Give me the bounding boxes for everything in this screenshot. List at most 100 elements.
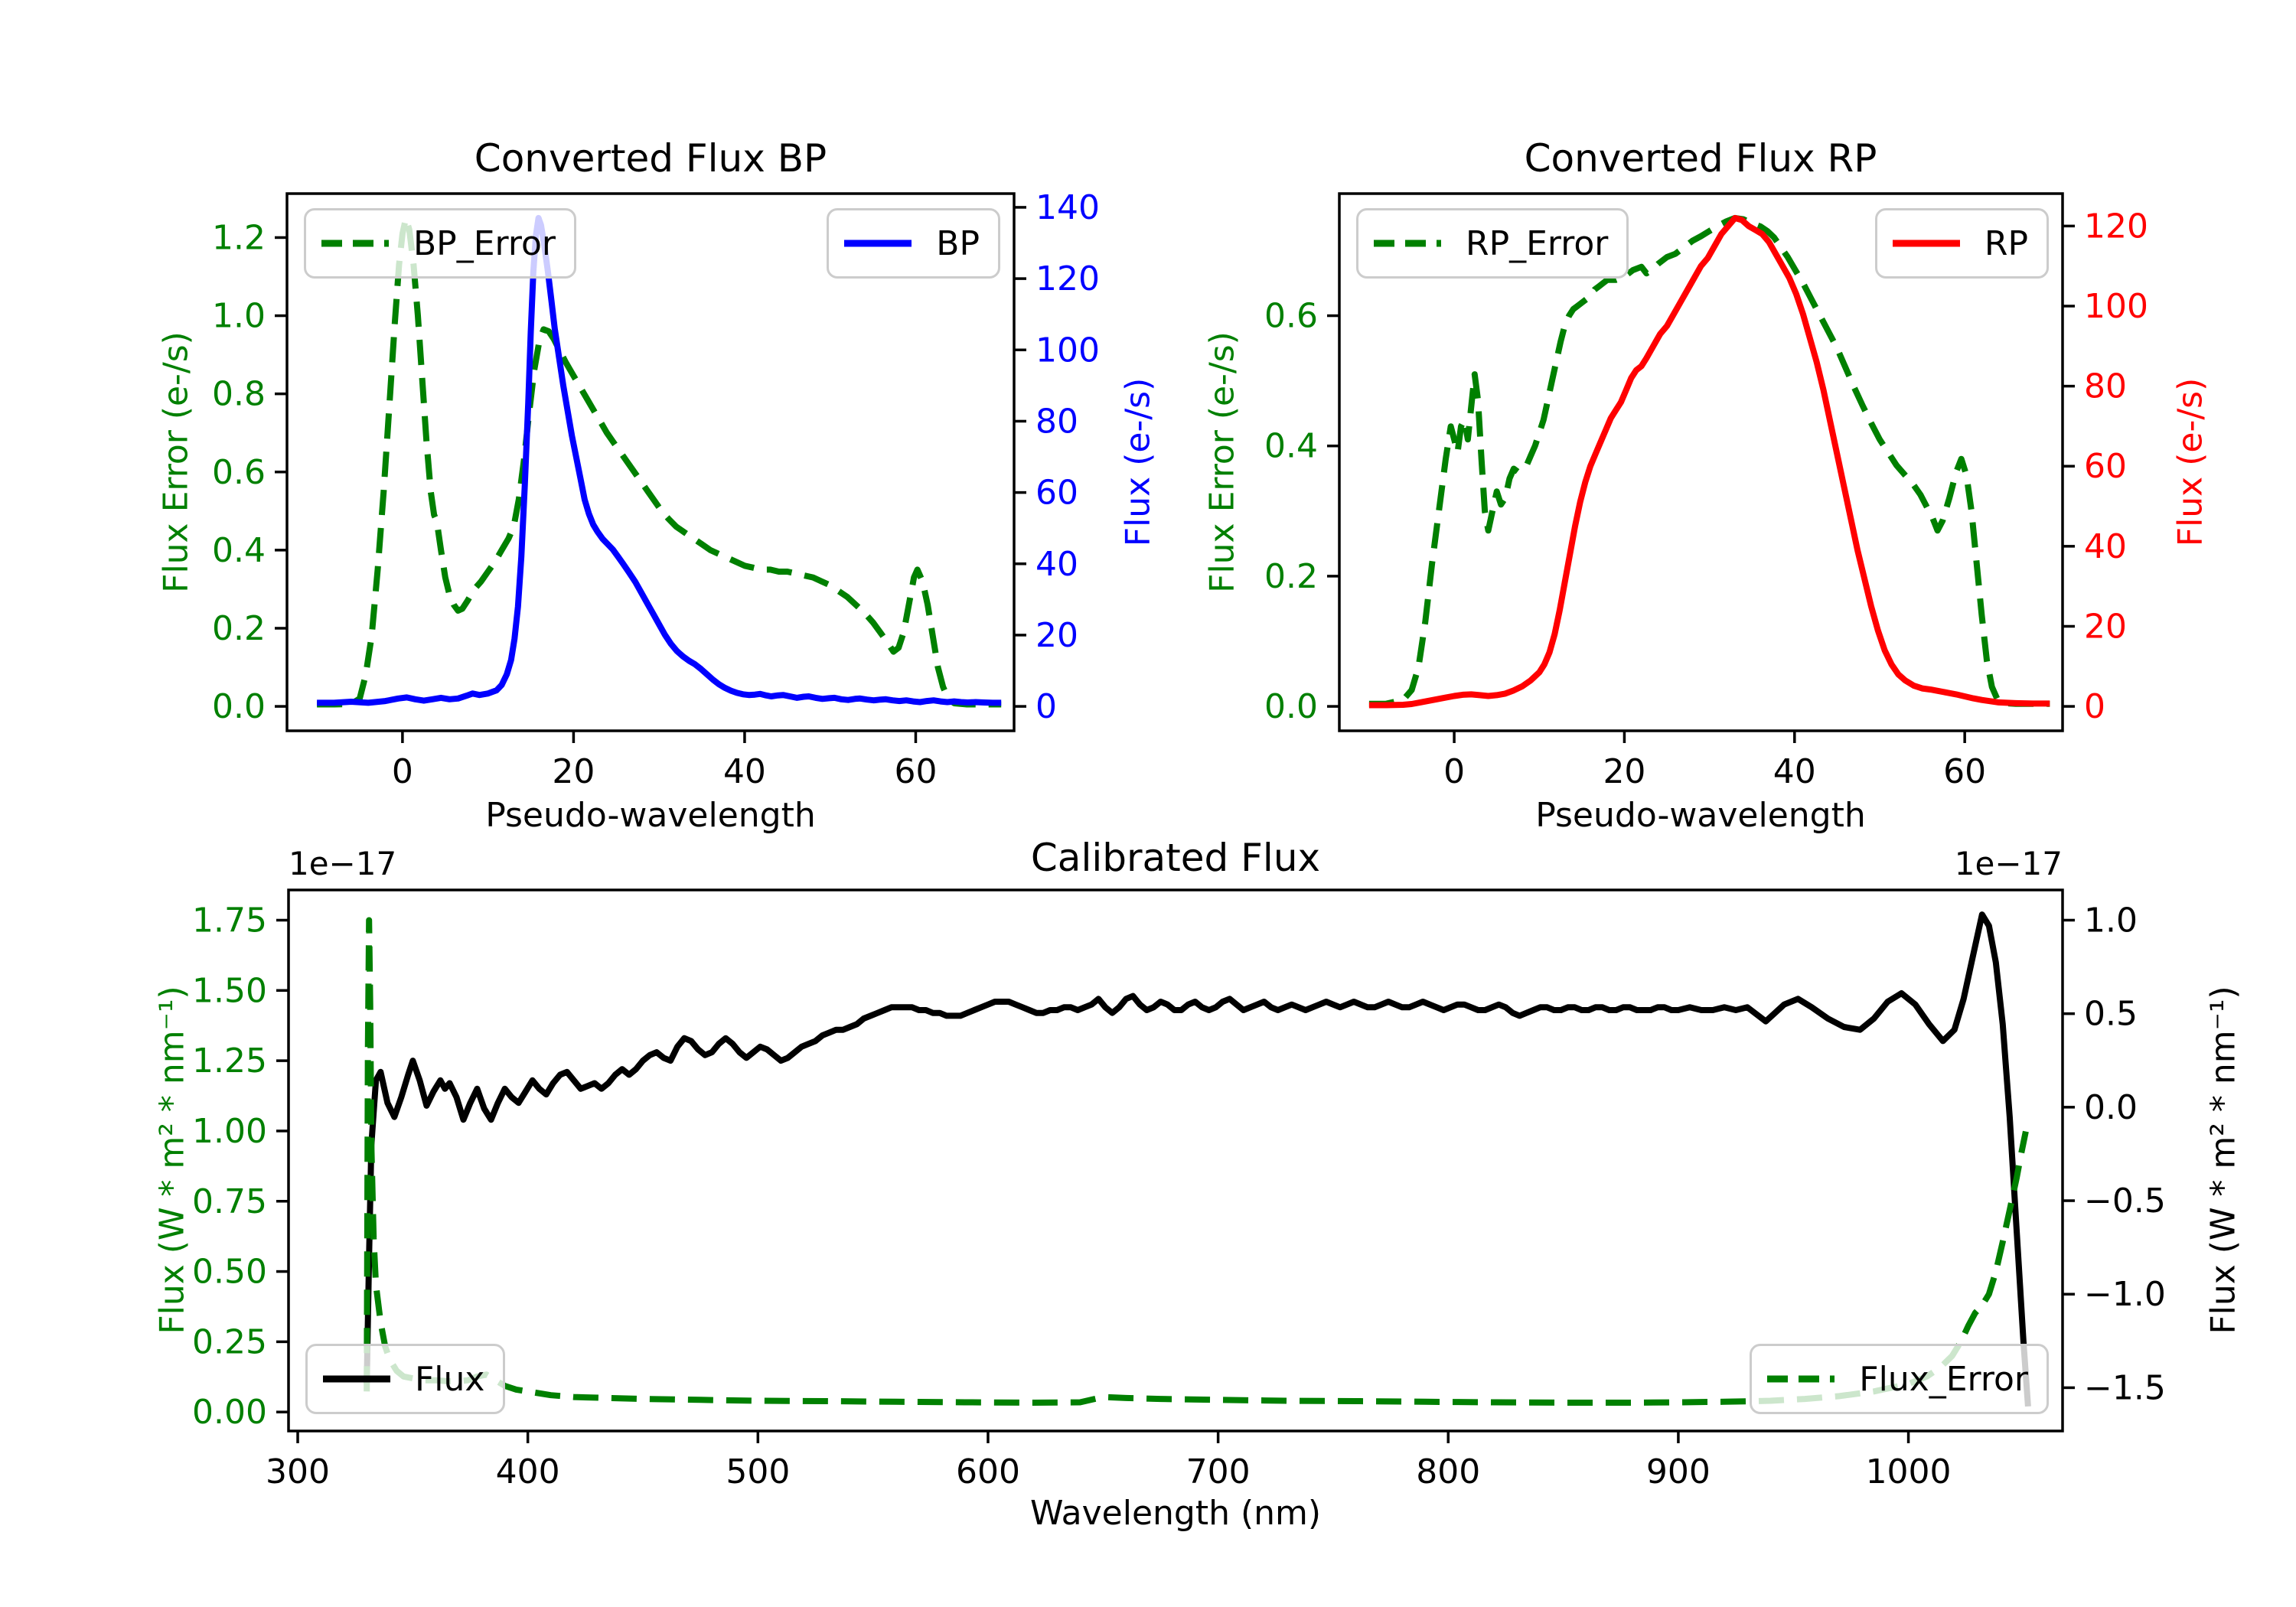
legend-label: RP_Error xyxy=(1466,223,1609,263)
legend-label: BP_Error xyxy=(413,223,556,263)
legend-label: Flux_Error xyxy=(1859,1359,2028,1399)
x-tick-label: 40 xyxy=(1773,752,1816,791)
y-tick-label-left: 1.25 xyxy=(192,1041,267,1081)
y-tick-label-left: 0.6 xyxy=(1264,297,1318,336)
x-tick-label: 700 xyxy=(1186,1452,1251,1491)
legend-rp: RP xyxy=(1874,208,2049,279)
y-tick-label-right: 140 xyxy=(1035,188,1100,227)
legend-bp: BP xyxy=(827,208,1000,279)
y-tick-label-left: 0.6 xyxy=(212,453,266,492)
legend-label: Flux xyxy=(415,1359,485,1399)
y-axis-label-rp-error: Flux Error (e-/s) xyxy=(1202,331,1242,593)
offset-text-left: 1e−17 xyxy=(289,845,397,882)
x-tick-label: 40 xyxy=(723,752,766,791)
x-axis-label-wavelength: Wavelength (nm) xyxy=(1029,1494,1322,1533)
y-tick-label-left: 0.4 xyxy=(1264,427,1318,466)
x-axis-label-bp: Pseudo-wavelength xyxy=(485,796,816,835)
x-axis-label-rp: Pseudo-wavelength xyxy=(1535,796,1866,835)
y-axis-label-flux-left: Flux (W * m² * nm⁻¹) xyxy=(152,986,192,1335)
y-tick-label-right: 60 xyxy=(2084,447,2127,486)
y-tick-label-left: 0.0 xyxy=(212,687,266,726)
y-tick-label-left: 0.8 xyxy=(212,375,266,414)
x-tick-label: 60 xyxy=(1943,752,1986,791)
x-tick-label: 800 xyxy=(1416,1452,1480,1491)
y-tick-label-right: 100 xyxy=(1035,331,1100,370)
x-tick-label: 600 xyxy=(956,1452,1020,1491)
series-line-BP xyxy=(317,214,1002,706)
legend-flux-error: Flux_Error xyxy=(1750,1344,2049,1414)
y-tick-label-right: −0.5 xyxy=(2084,1182,2166,1221)
y-axis-label-bp-error: Flux Error (e-/s) xyxy=(156,331,196,593)
y-tick-label-right: 20 xyxy=(2084,607,2127,646)
x-tick-label: 400 xyxy=(496,1452,560,1491)
x-tick-label: 20 xyxy=(1603,752,1645,791)
x-tick-label: 300 xyxy=(266,1452,330,1491)
legend-rp-error: RP_Error xyxy=(1356,208,1629,279)
series-line-BP_Error xyxy=(317,214,1002,708)
y-tick-label-right: 0.0 xyxy=(2084,1088,2138,1127)
y-tick-label-right: 0 xyxy=(2084,687,2105,726)
y-tick-label-right: 1.0 xyxy=(2084,901,2138,940)
y-tick-label-left: 0.25 xyxy=(192,1322,267,1361)
y-tick-label-right: −1.5 xyxy=(2084,1368,2166,1407)
chart-title-bp: Converted Flux BP xyxy=(474,136,827,181)
x-tick-label: 60 xyxy=(894,752,937,791)
legend-bp-error: BP_Error xyxy=(304,208,576,279)
y-tick-label-right: −1.0 xyxy=(2084,1275,2166,1314)
y-tick-label-right: 0.5 xyxy=(2084,995,2138,1034)
series-line-RP_Error xyxy=(1368,214,2050,707)
x-tick-label: 1000 xyxy=(1866,1452,1952,1491)
y-tick-label-left: 1.2 xyxy=(212,218,266,257)
y-tick-label-right: 80 xyxy=(1035,402,1078,441)
y-tick-label-right: 120 xyxy=(1035,259,1100,298)
legend-solid-line-icon xyxy=(323,1375,390,1383)
y-tick-label-right: 20 xyxy=(1035,616,1078,655)
y-tick-label-left: 0.4 xyxy=(212,531,266,570)
x-tick-label: 900 xyxy=(1646,1452,1711,1491)
legend-flux: Flux xyxy=(305,1344,506,1414)
series-line-RP xyxy=(1368,214,2050,709)
y-tick-label-right: 0 xyxy=(1035,687,1057,726)
legend-dashed-line-icon xyxy=(321,240,389,247)
y-tick-label-right: 60 xyxy=(1035,474,1078,513)
y-tick-label-left: 1.0 xyxy=(212,297,266,336)
series-line-Flux_Error xyxy=(364,917,2029,1406)
chart-title-calibrated: Calibrated Flux xyxy=(1030,836,1321,880)
y-tick-label-left: 0.0 xyxy=(1264,687,1318,726)
legend-label: RP xyxy=(1984,223,2028,263)
legend-dashed-line-icon xyxy=(1767,1375,1835,1383)
x-tick-label: 0 xyxy=(392,752,413,791)
y-axis-label-bp-flux: Flux (e-/s) xyxy=(1118,377,1158,547)
y-axis-label-flux-right: Flux (W * m² * nm⁻¹) xyxy=(2203,986,2243,1335)
series-line-Flux xyxy=(364,911,2031,1407)
legend-label: BP xyxy=(936,223,980,263)
y-tick-label-left: 1.00 xyxy=(192,1112,267,1151)
y-tick-label-left: 0.50 xyxy=(192,1253,267,1292)
y-tick-label-left: 0.00 xyxy=(192,1393,267,1432)
y-tick-label-right: 40 xyxy=(2084,527,2127,566)
legend-solid-line-icon xyxy=(1892,240,1960,247)
y-tick-label-right: 80 xyxy=(2084,367,2127,406)
legend-solid-line-icon xyxy=(844,240,912,247)
y-tick-label-right: 40 xyxy=(1035,545,1078,584)
y-tick-label-left: 0.2 xyxy=(1264,557,1318,596)
chart-title-rp: Converted Flux RP xyxy=(1524,136,1877,181)
legend-dashed-line-icon xyxy=(1374,240,1441,247)
axes-frame xyxy=(285,192,1016,732)
y-tick-label-left: 1.75 xyxy=(192,901,267,940)
y-tick-label-right: 120 xyxy=(2084,207,2148,246)
y-axis-label-rp-flux: Flux (e-/s) xyxy=(2170,377,2210,547)
offset-text-right: 1e−17 xyxy=(1954,845,2063,882)
x-tick-label: 0 xyxy=(1443,752,1465,791)
y-tick-label-left: 0.75 xyxy=(192,1182,267,1221)
x-tick-label: 20 xyxy=(552,752,595,791)
axes-frame xyxy=(1338,192,2064,732)
x-tick-label: 500 xyxy=(726,1452,790,1491)
